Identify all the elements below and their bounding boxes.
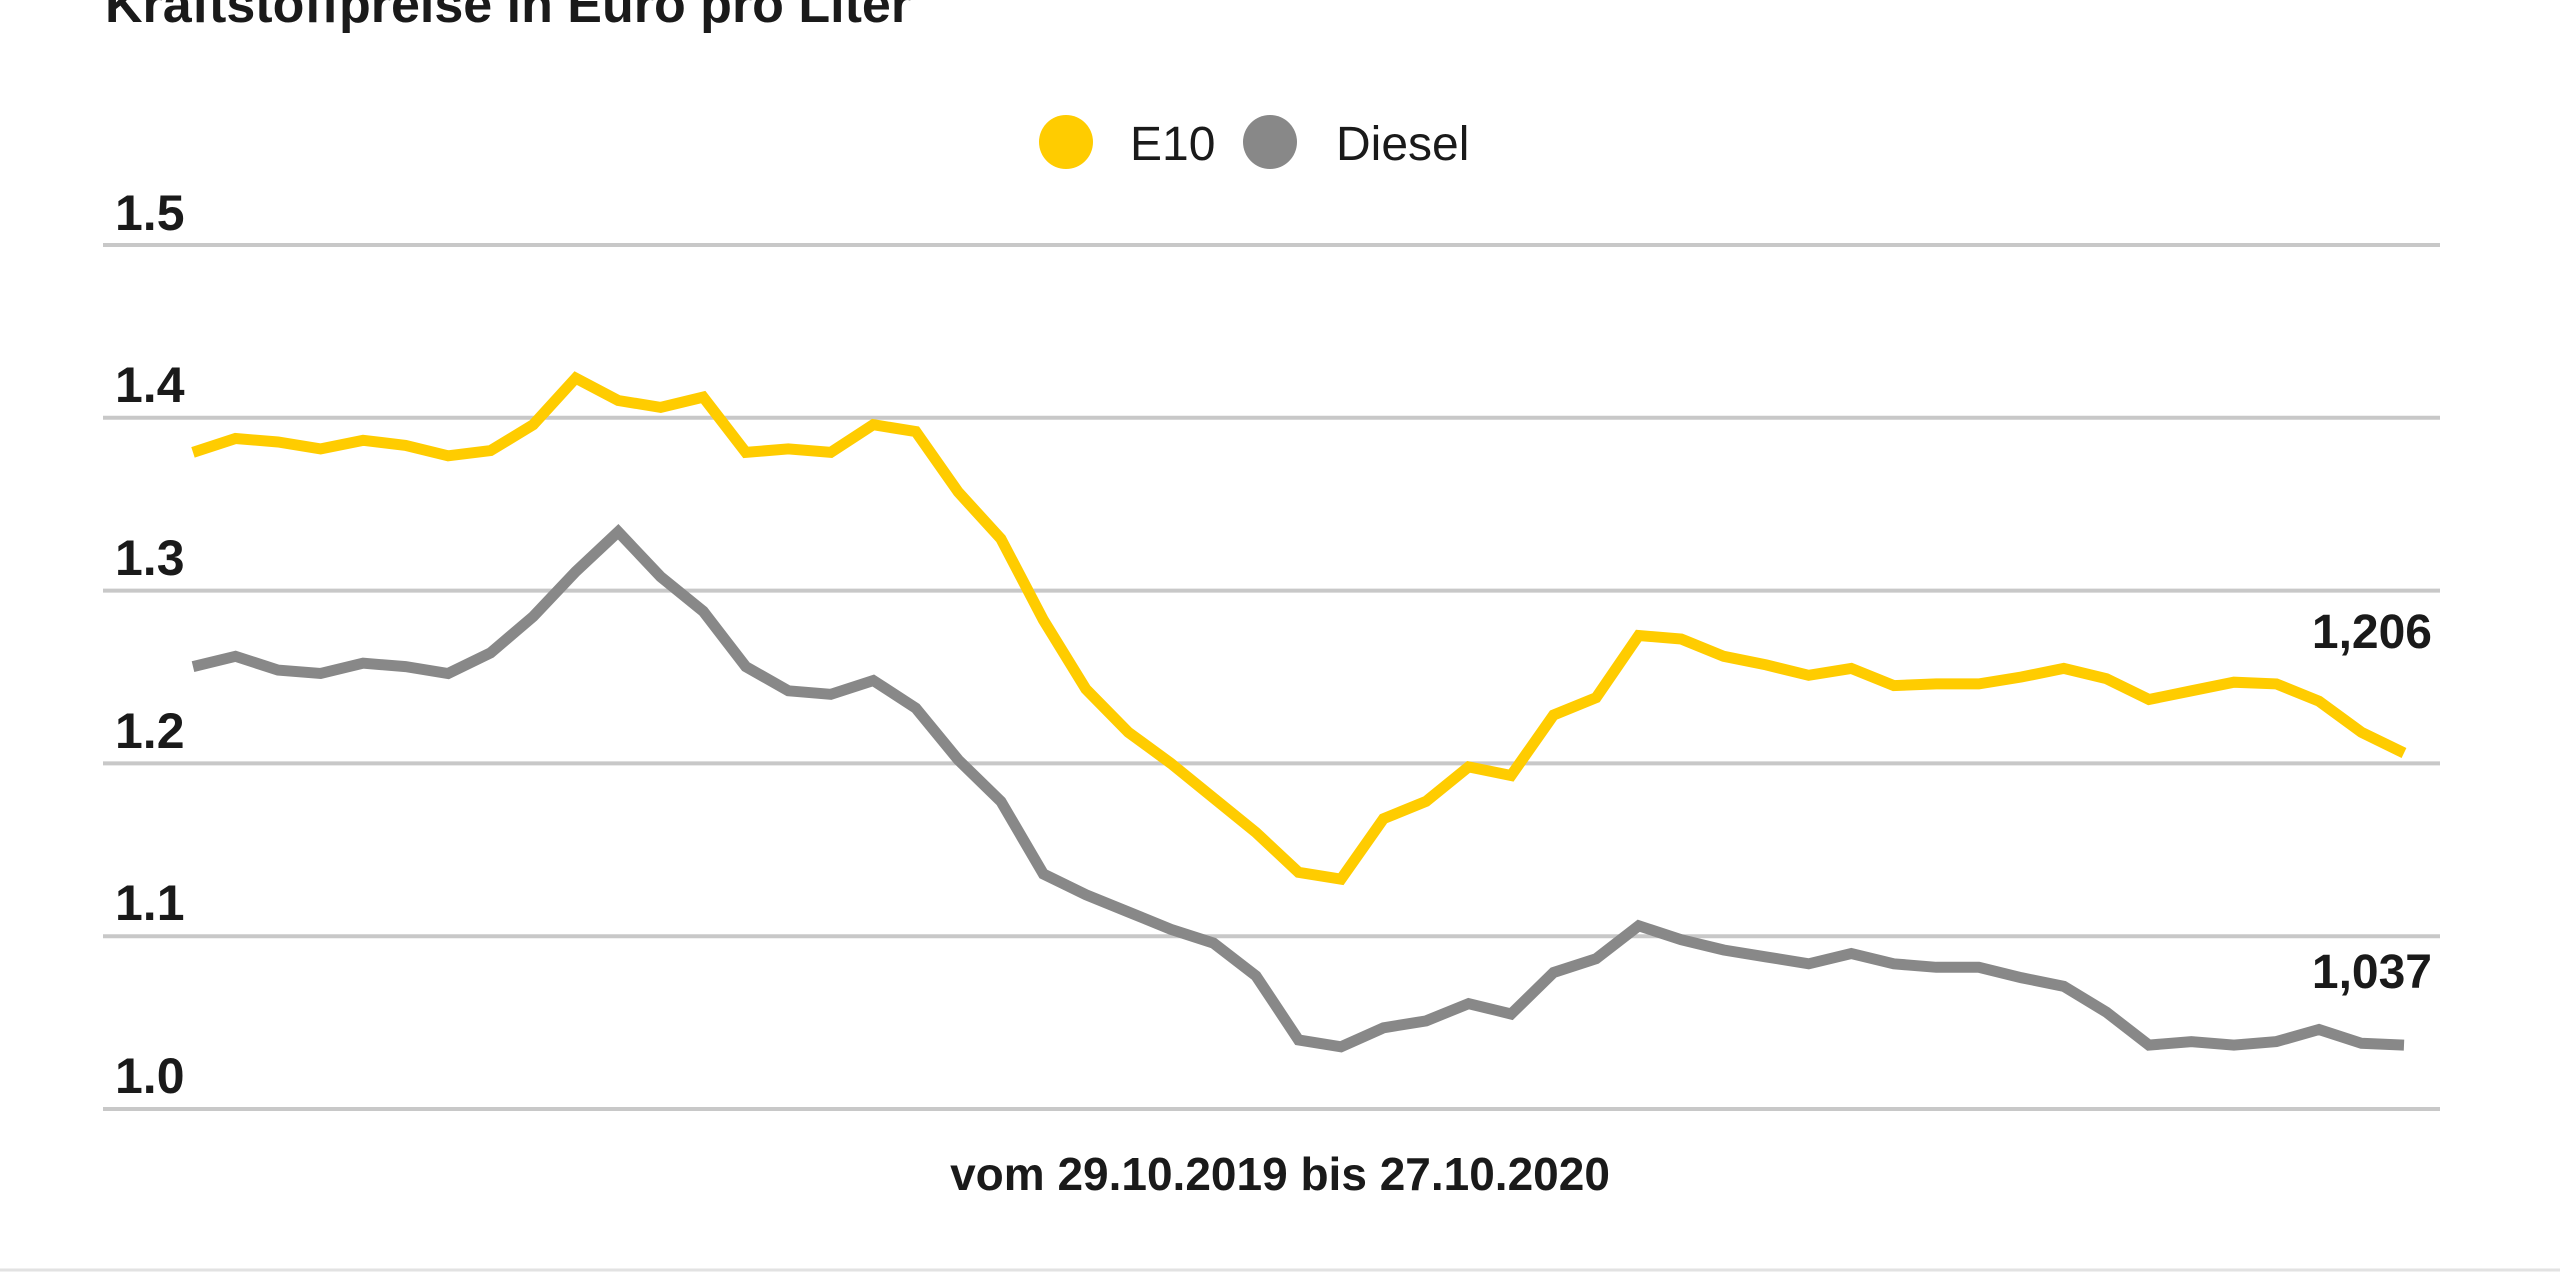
y-tick-label: 1.1 bbox=[115, 875, 185, 931]
y-tick-label: 1.5 bbox=[115, 185, 185, 241]
x-axis-label: vom 29.10.2019 bis 27.10.2020 bbox=[950, 1148, 1610, 1200]
chart-title: Kraftstoffpreise in Euro pro Liter bbox=[105, 0, 911, 34]
series-line-e10 bbox=[191, 371, 2407, 886]
y-axis-ticks: 1.5 1.4 1.3 1.2 1.1 1.0 bbox=[115, 185, 185, 1104]
e10-end-label: 1,206 bbox=[2312, 606, 2432, 659]
gridlines bbox=[103, 243, 2440, 1111]
y-tick-label: 1.3 bbox=[115, 530, 185, 586]
y-tick-label: 1.0 bbox=[115, 1048, 185, 1104]
legend-label-e10: E10 bbox=[1130, 118, 1215, 171]
legend-marker-e10 bbox=[1039, 115, 1093, 169]
diesel-end-label: 1,037 bbox=[2312, 946, 2432, 999]
legend-marker-diesel bbox=[1243, 115, 1297, 169]
y-tick-label: 1.2 bbox=[115, 703, 185, 759]
series-line-diesel bbox=[191, 524, 2405, 1053]
legend-label-diesel: Diesel bbox=[1336, 118, 1469, 171]
y-tick-label: 1.4 bbox=[115, 357, 185, 413]
legend: E10 Diesel bbox=[1039, 115, 1469, 171]
series-lines bbox=[191, 371, 2407, 1053]
